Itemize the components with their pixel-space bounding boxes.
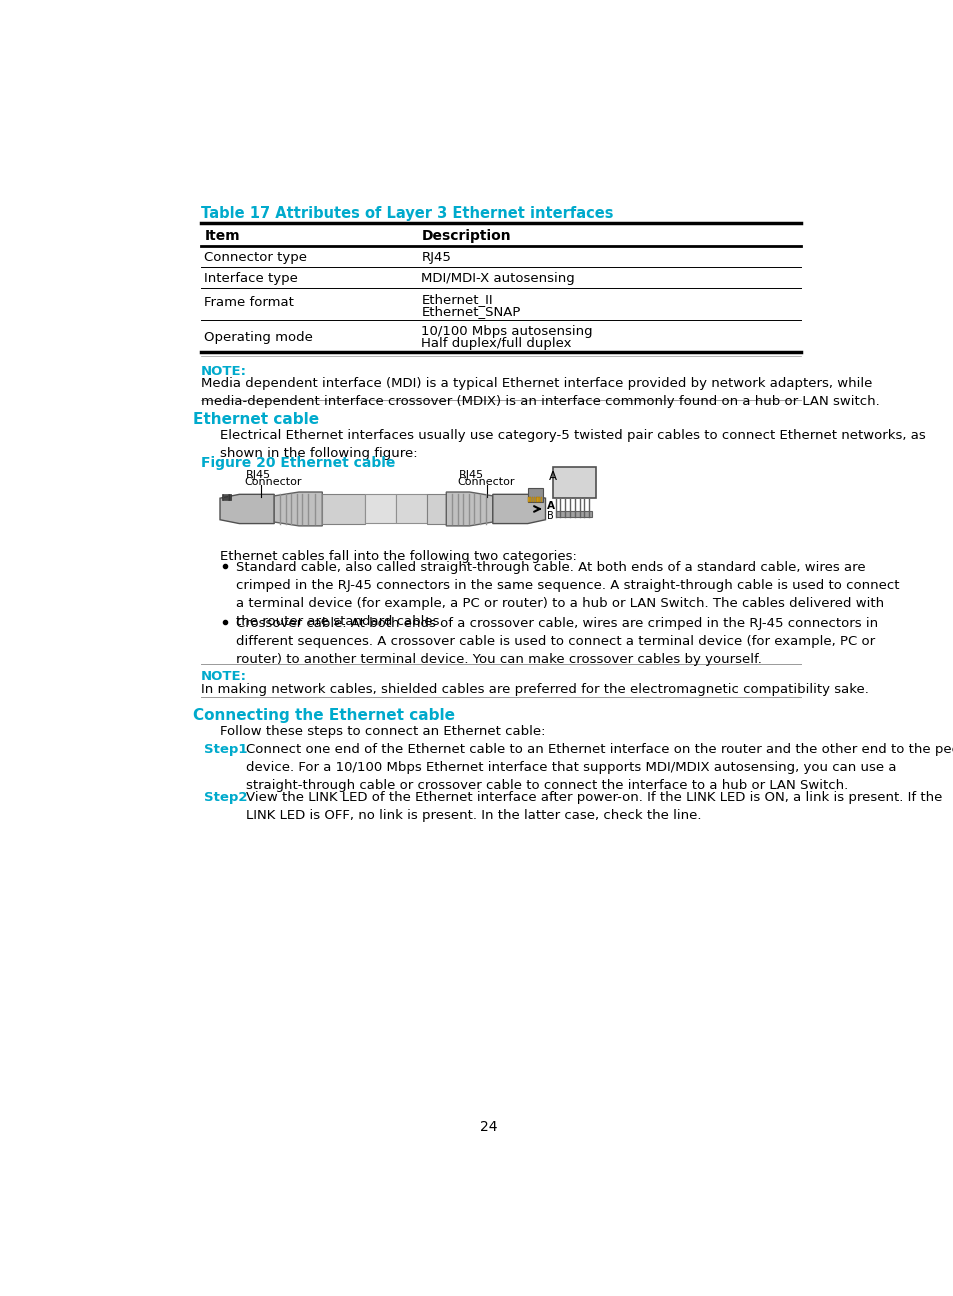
- Text: Half duplex/full duplex: Half duplex/full duplex: [421, 337, 572, 350]
- Text: NOTE:: NOTE:: [200, 670, 247, 683]
- Text: Crossover cable. At both ends of a crossover cable, wires are crimped in the RJ-: Crossover cable. At both ends of a cross…: [236, 617, 878, 666]
- Bar: [555, 511, 592, 517]
- Text: Electrical Ethernet interfaces usually use category-5 twisted pair cables to con: Electrical Ethernet interfaces usually u…: [220, 429, 924, 460]
- Polygon shape: [274, 492, 322, 526]
- Text: A: A: [546, 502, 555, 511]
- Text: Ethernet cable: Ethernet cable: [193, 412, 318, 426]
- Text: RJ45: RJ45: [245, 469, 271, 480]
- Bar: [532, 496, 533, 502]
- Bar: [530, 496, 531, 502]
- Bar: [224, 494, 226, 500]
- Bar: [553, 468, 596, 498]
- Polygon shape: [493, 494, 545, 524]
- Bar: [322, 494, 365, 525]
- Text: Connector: Connector: [456, 477, 514, 487]
- Text: 10/100 Mbps autosensing: 10/100 Mbps autosensing: [421, 325, 593, 338]
- Bar: [222, 494, 224, 500]
- Bar: [527, 489, 542, 502]
- Bar: [534, 496, 535, 502]
- Text: Operating mode: Operating mode: [204, 330, 313, 343]
- Text: RJ45: RJ45: [421, 251, 451, 264]
- Text: Media dependent interface (MDI) is a typical Ethernet interface provided by netw: Media dependent interface (MDI) is a typ…: [200, 377, 879, 408]
- Bar: [528, 496, 529, 502]
- Text: A: A: [549, 469, 557, 482]
- Text: Follow these steps to connect an Ethernet cable:: Follow these steps to connect an Etherne…: [220, 726, 545, 739]
- Text: Item: Item: [204, 228, 240, 242]
- Text: Figure 20 Ethernet cable: Figure 20 Ethernet cable: [200, 456, 395, 470]
- Text: Frame format: Frame format: [204, 297, 294, 310]
- Bar: [538, 496, 539, 502]
- Text: MDI/MDI-X autosensing: MDI/MDI-X autosensing: [421, 272, 575, 285]
- Text: Interface type: Interface type: [204, 272, 298, 285]
- Bar: [540, 496, 541, 502]
- Bar: [535, 496, 537, 502]
- Bar: [365, 494, 395, 522]
- Text: In making network cables, shielded cables are preferred for the electromagnetic : In making network cables, shielded cable…: [200, 683, 867, 696]
- Text: View the LINK LED of the Ethernet interface after power-on. If the LINK LED is O: View the LINK LED of the Ethernet interf…: [245, 791, 941, 822]
- Text: Step2: Step2: [204, 791, 248, 804]
- Bar: [229, 494, 231, 500]
- Text: RJ45: RJ45: [458, 469, 483, 480]
- Bar: [227, 494, 229, 500]
- Text: Connecting the Ethernet cable: Connecting the Ethernet cable: [193, 709, 455, 723]
- Text: 24: 24: [479, 1120, 497, 1134]
- Text: B: B: [546, 511, 554, 521]
- Text: Ethernet_II: Ethernet_II: [421, 293, 493, 306]
- Text: Ethernet_SNAP: Ethernet_SNAP: [421, 305, 520, 318]
- Bar: [395, 494, 427, 522]
- Text: Connector: Connector: [244, 477, 301, 487]
- Polygon shape: [220, 494, 274, 524]
- Text: Description: Description: [421, 228, 511, 242]
- Text: Connector type: Connector type: [204, 251, 307, 264]
- Text: Step1: Step1: [204, 743, 248, 756]
- Bar: [427, 494, 446, 525]
- Polygon shape: [446, 492, 493, 526]
- Text: Ethernet cables fall into the following two categories:: Ethernet cables fall into the following …: [220, 550, 577, 562]
- Text: NOTE:: NOTE:: [200, 365, 247, 378]
- Text: Standard cable, also called straight-through cable. At both ends of a standard c: Standard cable, also called straight-thr…: [236, 561, 899, 627]
- Text: Table 17 Attributes of Layer 3 Ethernet interfaces: Table 17 Attributes of Layer 3 Ethernet …: [200, 206, 613, 220]
- Text: Connect one end of the Ethernet cable to an Ethernet interface on the router and: Connect one end of the Ethernet cable to…: [245, 743, 953, 792]
